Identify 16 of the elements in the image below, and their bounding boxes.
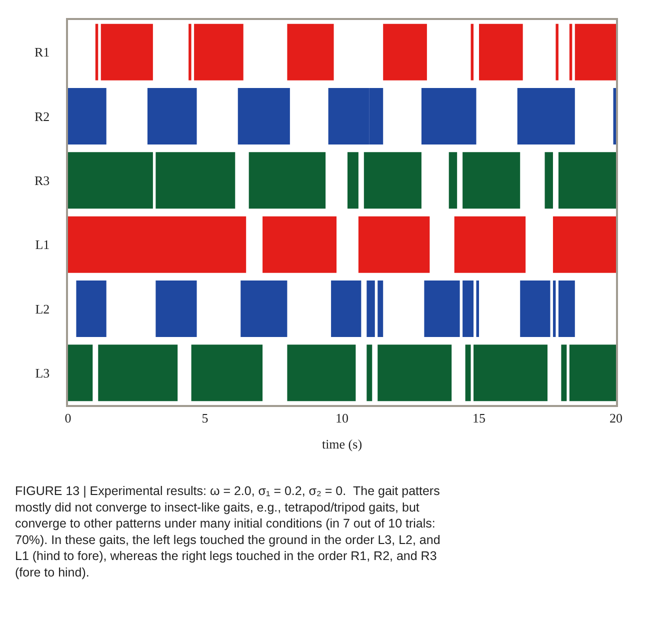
bar xyxy=(561,344,567,402)
x-tick-label: 5 xyxy=(202,410,208,426)
y-tick-label: R3 xyxy=(34,172,50,188)
bar xyxy=(558,280,575,337)
bar xyxy=(558,152,616,209)
x-tick-label: 15 xyxy=(472,410,486,426)
caption: FIGURE 13 | Experimental results: ω = 2.0, σ₁ = 0.2, σ₂ = 0. The gait patters mostly did not converge to insect-like gaits, e.g., tetrapod/tripod gaits, but converge to other patterns under many initial conditions (in 7 out of 10 trials: 70%). In these gaits, the left legs touched the ground in the order L3, L2, and L1 (hind to fore), whereas the right legs touched in the order R1, R2, and R3 (fore to hind). xyxy=(15,484,440,580)
y-tick-label: L3 xyxy=(35,365,50,380)
x-tick-label: 10 xyxy=(336,410,348,426)
y-tick-label: L2 xyxy=(35,301,50,316)
y-tick-label: R1 xyxy=(34,44,50,60)
x-tick-label: 20 xyxy=(610,410,622,426)
x-tick-label: 0 xyxy=(64,410,72,426)
x-axis-title: time (s) xyxy=(322,436,362,452)
y-tick-label: R2 xyxy=(34,108,50,124)
y-tick-label: L1 xyxy=(35,237,50,252)
